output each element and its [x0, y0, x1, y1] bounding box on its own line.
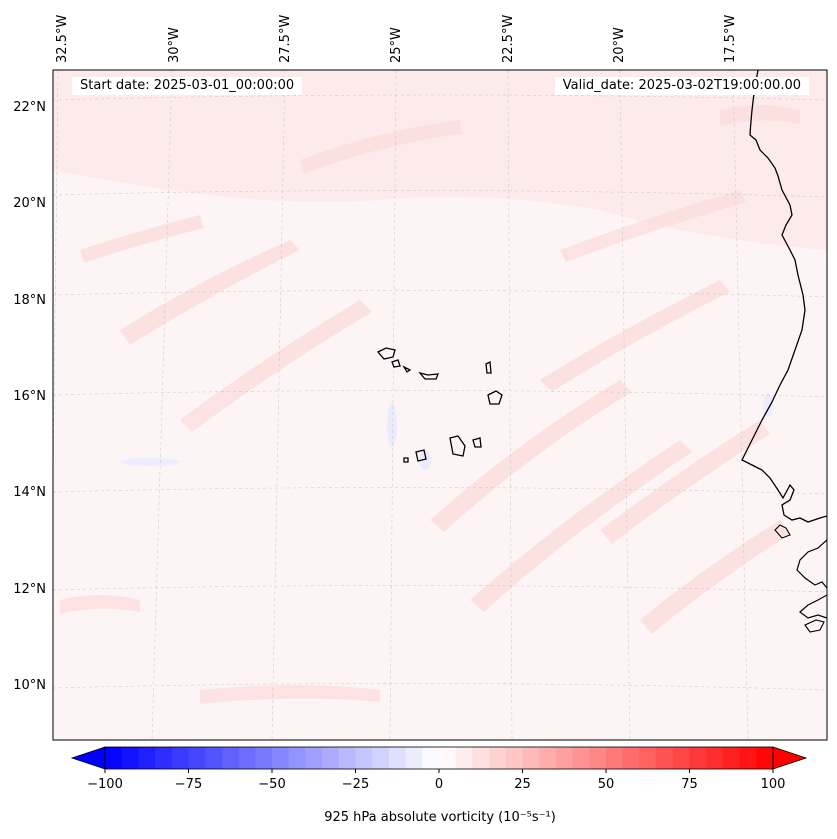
colorbar-segment	[422, 747, 440, 769]
colorbar-high-extension	[772, 746, 808, 770]
colorbar-segment	[405, 747, 423, 769]
valid-date-label: Valid_date: 2025-03-02T19:00:00.00	[554, 77, 809, 95]
colorbar-segment	[338, 747, 356, 769]
colorbar: −100 −75 −50 −25 0 25 50 75 100 925 hPa absolute…	[70, 746, 808, 825]
lon-label-20w: 20°W	[612, 27, 627, 63]
coastline-bissau	[774, 524, 825, 633]
colorbar-tick-label: 75	[681, 777, 698, 792]
colorbar-segment	[188, 747, 206, 769]
colorbar-segment	[555, 747, 574, 769]
colorbar-low-extension	[70, 746, 106, 770]
latitude-labels: 22°N 20°N 18°N 16°N 14°N 12°N 10°N	[13, 100, 46, 693]
graticule	[53, 70, 827, 740]
colorbar-segment	[756, 747, 774, 769]
lon-label-22-5w: 22.5°W	[501, 15, 516, 63]
positive-vorticity-streaks	[60, 105, 800, 704]
colorbar-ticks: −100 −75 −50 −25 0 25 50 75 100	[87, 769, 785, 792]
longitude-labels: 32.5°W 30°W 27.5°W 25°W 22.5°W 20°W 17.5…	[55, 15, 738, 63]
colorbar-segment	[355, 747, 373, 769]
colorbar-tick-label: 50	[598, 777, 615, 792]
colorbar-tick-label: −50	[258, 777, 285, 792]
colorbar-segment	[472, 747, 490, 769]
colorbar-segment	[155, 747, 173, 769]
colorbar-segment	[489, 747, 507, 769]
colorbar-segment	[272, 747, 290, 769]
colorbar-segment	[221, 747, 240, 769]
colorbar-segment	[622, 747, 640, 769]
colorbar-segment	[238, 747, 256, 769]
colorbar-segment	[205, 747, 223, 769]
colorbar-segment	[522, 747, 540, 769]
colorbar-segment	[656, 747, 674, 769]
coastline-south	[796, 539, 827, 619]
colorbar-segment	[706, 747, 724, 769]
colorbar-segment	[255, 747, 273, 769]
colorbar-segment	[505, 747, 523, 769]
lon-label-25w: 25°W	[389, 27, 404, 63]
colorbar-tick-label: −100	[87, 777, 123, 792]
colorbar-segment	[121, 747, 139, 769]
lat-label-12n: 12°N	[13, 582, 46, 597]
lat-label-16n: 16°N	[13, 389, 46, 404]
colorbar-segment	[439, 747, 457, 769]
vorticity-field	[53, 70, 827, 740]
lon-label-17-5w: 17.5°W	[723, 15, 738, 63]
lon-label-30w: 30°W	[167, 27, 182, 63]
colorbar-segment	[639, 747, 657, 769]
colorbar-segment	[288, 747, 306, 769]
colorbar-tick-label: −25	[342, 777, 369, 792]
colorbar-tick-label: 0	[435, 777, 443, 792]
negative-vorticity-patches	[120, 393, 773, 470]
start-date-label: Start date: 2025-03-01_00:00:00	[72, 77, 303, 95]
colorbar-tick-label: 100	[761, 777, 786, 792]
colorbar-segment	[305, 747, 323, 769]
colorbar-label: 925 hPa absolute vorticity (10⁻⁵s⁻¹)	[324, 810, 556, 825]
colorbar-segment	[672, 747, 690, 769]
colorbar-segment	[539, 747, 557, 769]
lat-label-10n: 10°N	[13, 678, 46, 693]
colorbar-segment	[372, 747, 390, 769]
lat-label-22n: 22°N	[13, 100, 46, 115]
lat-label-18n: 18°N	[13, 293, 46, 308]
colorbar-segment	[138, 747, 156, 769]
map-frame	[52, 69, 828, 741]
coastline	[741, 70, 827, 523]
colorbar-segments	[105, 747, 774, 769]
lon-label-27-5w: 27.5°W	[278, 15, 293, 63]
colorbar-tick-label: −75	[175, 777, 202, 792]
colorbar-segment	[689, 747, 707, 769]
colorbar-segment	[722, 747, 741, 769]
colorbar-segment	[606, 747, 624, 769]
lon-label-32-5w: 32.5°W	[55, 15, 70, 63]
cape-verde-islands	[376, 347, 503, 463]
colorbar-tick-label: 25	[514, 777, 531, 792]
colorbar-segment	[455, 747, 473, 769]
lat-label-14n: 14°N	[13, 485, 46, 500]
colorbar-segment	[739, 747, 757, 769]
colorbar-segment	[105, 747, 123, 769]
colorbar-segment	[572, 747, 590, 769]
colorbar-segment	[171, 747, 189, 769]
colorbar-segment	[322, 747, 340, 769]
colorbar-segment	[388, 747, 407, 769]
lat-label-20n: 20°N	[13, 196, 46, 211]
colorbar-segment	[589, 747, 607, 769]
